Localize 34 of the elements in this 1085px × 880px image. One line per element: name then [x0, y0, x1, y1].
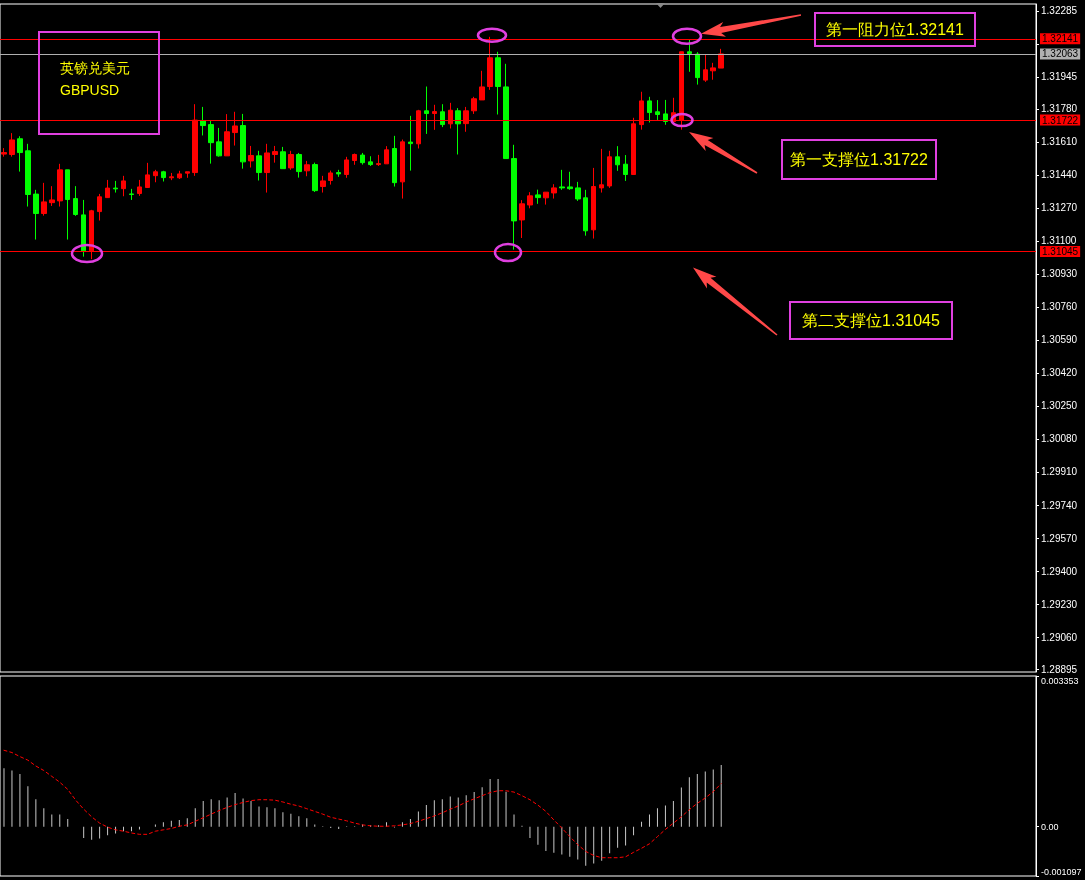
y-tick-label: 1.30930 [1041, 268, 1078, 280]
annotation: 第二支撑位1.31045 [802, 311, 940, 330]
y-tick-label: 1.29570 [1041, 532, 1078, 544]
y-tick-label: 1.29910 [1041, 466, 1078, 478]
y-tick-label: 1.30590 [1041, 334, 1078, 346]
y-tick-label: 1.30080 [1041, 433, 1078, 445]
y-tick-label: 1.31270 [1041, 202, 1078, 214]
y-tick-label: 0.003353 [1041, 675, 1079, 686]
y-tick-label: 1.32285 [1041, 5, 1078, 17]
ref-line-label: 1.32063 [1042, 48, 1079, 60]
y-tick-label: 1.30250 [1041, 400, 1078, 412]
y-tick-label: 1.28895 [1041, 663, 1078, 675]
y-tick-label: 1.29230 [1041, 598, 1078, 610]
label-box: 第一支撑位1.31722 [781, 139, 937, 180]
label-box: 英镑兑美元 GBPUSD [38, 31, 160, 135]
ref-line-label: 1.32141 [1042, 33, 1079, 45]
label-box: 第一阻力位1.32141 [814, 12, 976, 47]
y-tick-label: 1.31780 [1041, 103, 1078, 115]
y-tick-label: 1.31610 [1041, 136, 1078, 148]
annotation: 第一支撑位1.31722 [790, 150, 928, 169]
ref-line-label: 1.31722 [1042, 114, 1079, 126]
y-tick-label: 1.30760 [1041, 301, 1078, 313]
y-tick-label: 1.31945 [1041, 71, 1078, 83]
label-box: 第二支撑位1.31045 [789, 301, 953, 340]
y-tick-label: 1.31440 [1041, 169, 1078, 181]
y-tick-label: 1.29400 [1041, 565, 1078, 577]
y-tick-label: 1.29740 [1041, 499, 1078, 511]
y-tick-label: 0.00 [1041, 821, 1059, 832]
annotation: 第一阻力位1.32141 [826, 20, 964, 39]
y-tick-label: 1.29060 [1041, 631, 1078, 643]
y-tick-label: 1.30420 [1041, 367, 1078, 379]
y-tick-label: 1.31100 [1041, 235, 1077, 247]
y-tick-label: -0.001097 [1041, 866, 1082, 877]
ref-line-label: 1.31045 [1042, 246, 1079, 258]
